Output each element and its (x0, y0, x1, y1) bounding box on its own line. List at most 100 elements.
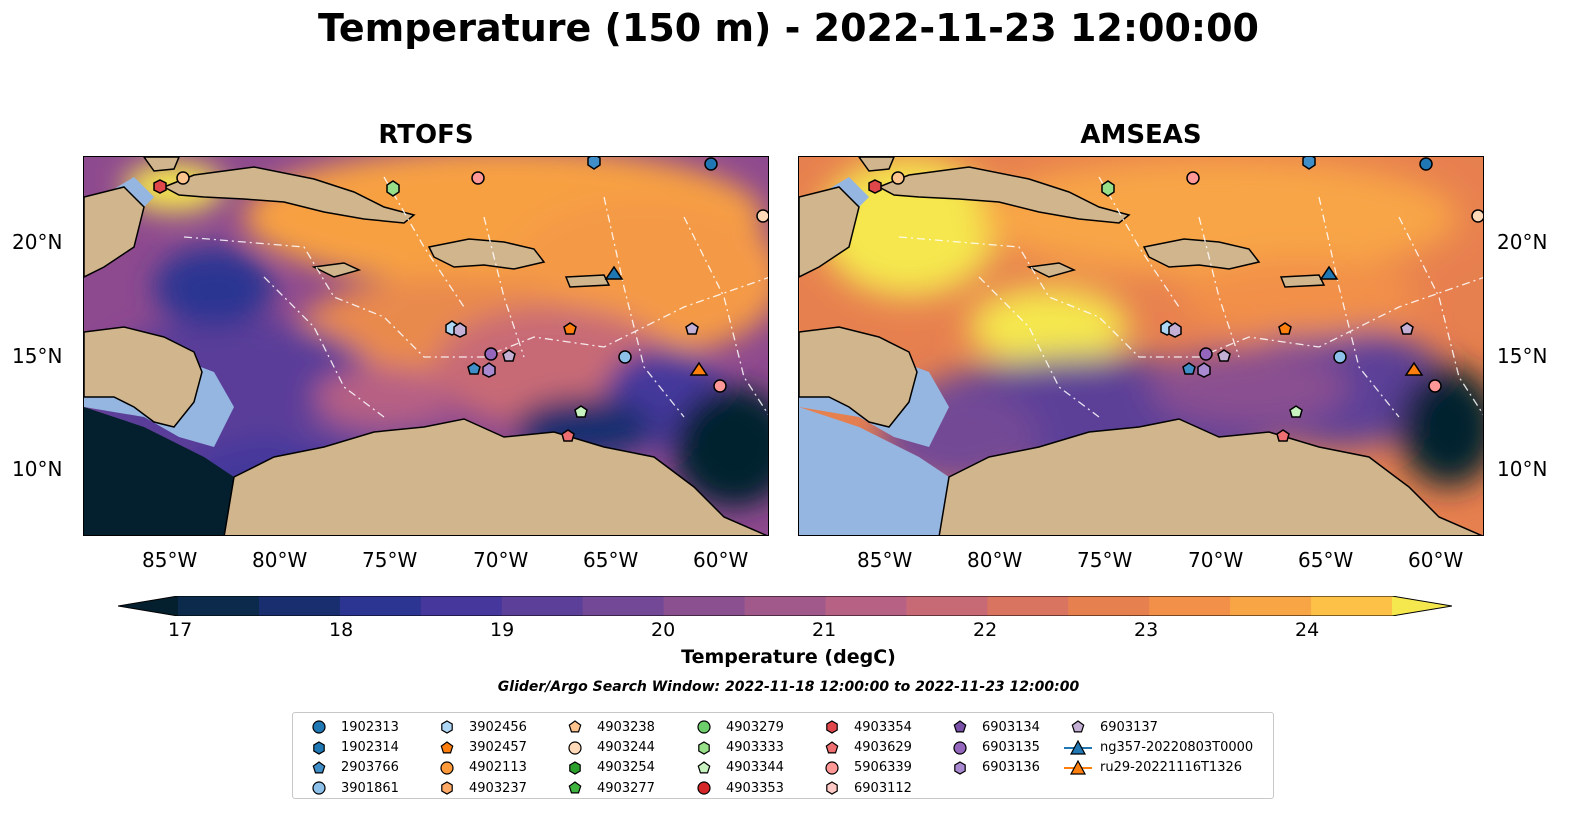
marker-ng357 (1319, 265, 1339, 280)
legend-marker-icon (1064, 759, 1092, 775)
marker-6903134 (685, 322, 699, 335)
marker-4903354 (153, 179, 167, 194)
lat-label-10n-right: 10°N (1497, 457, 1548, 481)
legend-item-14: 4903344 (690, 758, 784, 778)
legend-column: 1902313 1902314 2903766 3901861 (305, 717, 399, 799)
legend-item-23: 6903137 (1064, 717, 1253, 737)
marker-2903766 (1182, 362, 1196, 375)
marker-6903135 (484, 347, 498, 361)
legend-column: 4903354 4903629 5906339 6903112 (818, 717, 912, 799)
circle-marker-icon (697, 781, 711, 795)
colorbar-segment (663, 596, 746, 616)
legend-column: 6903134 6903135 6903136 (946, 717, 1040, 778)
lat-label-20n-left: 20°N (12, 230, 63, 254)
lat-label-15n-left: 15°N (12, 344, 63, 368)
legend-marker-icon (826, 720, 838, 734)
colorbar-segment (501, 596, 584, 616)
circle-marker-icon (825, 761, 839, 775)
colorbar-segment (1068, 596, 1150, 616)
marker-4903333 (386, 180, 400, 197)
colorbar-segment (1149, 596, 1231, 616)
marker-6903135 (1199, 347, 1213, 361)
pentagon-marker-icon (1071, 720, 1085, 733)
land-yucatan (84, 186, 145, 278)
circle-marker-icon (568, 740, 582, 755)
legend-marker-icon (1064, 739, 1092, 755)
markers (153, 157, 768, 442)
hexagon-marker-icon (954, 761, 966, 775)
colorbar-segment (987, 596, 1069, 616)
eez-boundaries (898, 176, 1483, 418)
search-window-text: Glider/Argo Search Window: 2022-11-18 12… (497, 679, 1080, 695)
legend-marker-icon (568, 740, 582, 755)
land-yucatan (799, 186, 860, 278)
marker-ru29 (689, 361, 709, 376)
marker-6903137-a (1168, 322, 1182, 338)
legend-marker-icon (954, 761, 966, 775)
legend-column: 4903279 4903333 4903344 4903353 (690, 717, 784, 799)
colorbar-tick: 19 (490, 619, 515, 641)
marker-3902457 (1278, 322, 1292, 335)
colorbar-tick: 18 (329, 619, 354, 641)
legend-item-13: 4903333 (690, 737, 784, 757)
lon-label-70w-right: 70°W (1188, 548, 1244, 572)
colorbar-segment (420, 596, 503, 616)
legend-marker-icon (953, 720, 967, 733)
legend-marker-icon (1071, 720, 1085, 733)
hexagon-marker-icon (569, 761, 581, 775)
legend-marker-icon (441, 720, 453, 734)
lon-label-65w-right: 65°W (1298, 548, 1354, 572)
marker-5906339 (1186, 171, 1200, 185)
marker-4903333 (1101, 180, 1115, 197)
marker-6903137-a (453, 322, 467, 338)
legend-item-1: 1902314 (305, 737, 399, 757)
colorbar-tick: 17 (168, 619, 193, 641)
land-cuba (877, 166, 1131, 224)
pentagon-marker-icon (440, 740, 454, 754)
marker-4903244 (756, 209, 768, 223)
legend-column: 3902456 3902457 4902113 4903237 (433, 717, 527, 799)
panel-title-amseas: AMSEAS (1080, 120, 1202, 150)
legend-item-8: 4903238 (561, 717, 655, 737)
legend-marker-icon (825, 740, 839, 754)
hexagon-marker-icon (698, 740, 710, 755)
legend-marker-icon (440, 740, 454, 754)
legend-marker-icon (826, 781, 838, 796)
legend-item-11: 4903277 (561, 778, 655, 798)
legend-item-20: 6903134 (946, 717, 1040, 737)
marker-1902313 (1419, 157, 1433, 171)
panel-title-rtofs: RTOFS (378, 120, 474, 150)
lon-label-60w-left: 60°W (693, 548, 749, 572)
legend-item-3: 3901861 (305, 778, 399, 798)
marker-ng357 (604, 265, 624, 280)
land-hispaniola (1142, 238, 1261, 270)
marker-ru29 (1404, 361, 1424, 376)
marker-4903244 (1471, 209, 1483, 223)
legend: 1902313 1902314 2903766 3901861 3902456 … (292, 712, 1274, 799)
lon-label-75w-right: 75°W (1077, 548, 1133, 572)
land-puerto-rico (564, 274, 611, 288)
hexagon-marker-icon (826, 781, 838, 796)
hexagon-marker-icon (826, 720, 838, 734)
legend-marker-icon (312, 781, 326, 795)
marker-3902457 (563, 322, 577, 335)
colorbar-extend-high (1392, 596, 1452, 616)
legend-marker-icon (568, 781, 582, 794)
legend-marker-icon (825, 761, 839, 775)
land-central-america (799, 326, 918, 428)
marker-3901861 (1333, 350, 1347, 364)
marker-6903136 (482, 362, 496, 378)
legend-marker-icon (697, 720, 711, 734)
colorbar (118, 596, 1452, 616)
lon-label-80w-left: 80°W (252, 548, 308, 572)
land-jamaica (311, 262, 362, 278)
hexagon-marker-icon (441, 720, 453, 734)
colorbar-tick: 20 (651, 619, 676, 641)
marker-6903136 (1197, 362, 1211, 378)
legend-item-4: 3902456 (433, 717, 527, 737)
land-jamaica (1026, 262, 1077, 278)
legend-marker-icon (440, 761, 454, 775)
lon-label-80w-right: 80°W (967, 548, 1023, 572)
legend-item-21: 6903135 (946, 737, 1040, 757)
colorbar-segment (1311, 596, 1393, 616)
